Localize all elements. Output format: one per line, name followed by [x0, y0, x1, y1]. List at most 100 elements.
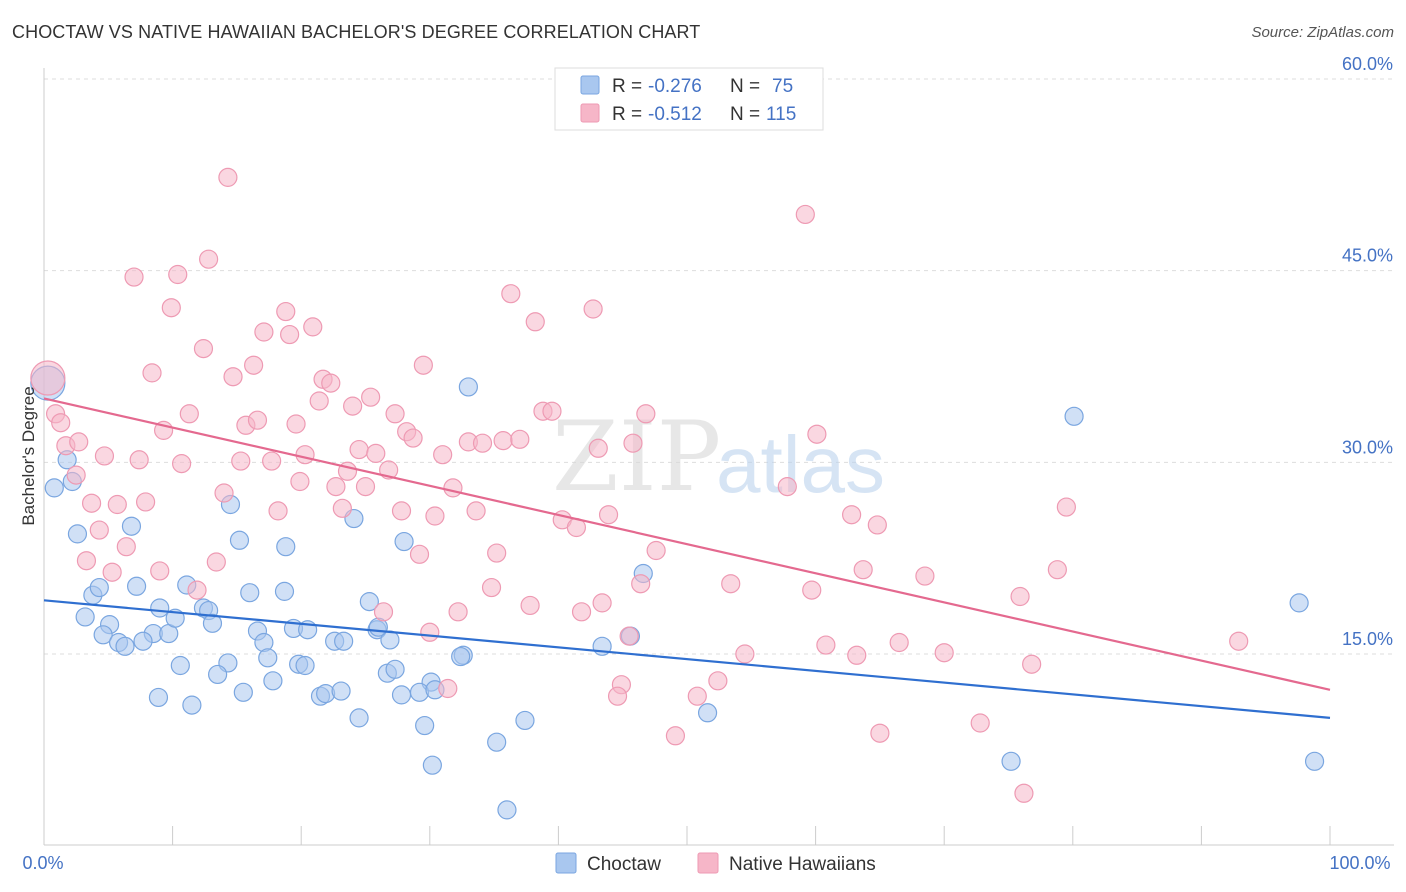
point-choctaw — [697, 703, 718, 723]
point-native-hawaiians — [646, 540, 666, 561]
point-native-hawaiians — [807, 424, 827, 444]
x-tick-label-max: 100.0% — [1329, 853, 1390, 873]
point-native-hawaiians — [623, 433, 643, 453]
point-native-hawaiians — [321, 373, 341, 393]
point-choctaw — [133, 631, 153, 651]
legend-n-label-choctaw: N = — [730, 76, 760, 97]
point-native-hawaiians — [915, 566, 935, 586]
point-native-hawaiians — [332, 498, 352, 518]
legend-swatch-native-hawaiians — [580, 103, 600, 123]
y-tick-label: 15.0% — [1342, 629, 1393, 649]
point-native-hawaiians — [179, 404, 199, 424]
point-native-hawaiians — [687, 686, 707, 706]
point-native-hawaiians — [391, 501, 412, 521]
point-native-hawaiians — [420, 622, 440, 642]
point-native-hawaiians — [268, 501, 288, 521]
point-choctaw — [121, 516, 142, 536]
point-native-hawaiians — [510, 429, 530, 449]
point-choctaw — [258, 648, 278, 668]
point-native-hawaiians — [795, 204, 815, 225]
legend-r-label-choctaw: R = — [612, 76, 642, 97]
point-choctaw — [415, 715, 435, 736]
legend-r-value-choctaw: -0.276 — [648, 76, 702, 97]
point-choctaw — [1289, 593, 1309, 613]
point-choctaw — [150, 598, 170, 618]
point-native-hawaiians — [355, 477, 376, 497]
point-native-hawaiians — [970, 713, 990, 733]
point-native-hawaiians — [853, 560, 873, 580]
point-native-hawaiians — [309, 391, 329, 411]
y-tick-label: 60.0% — [1342, 54, 1393, 74]
point-native-hawaiians — [94, 446, 115, 466]
point-native-hawaiians — [847, 645, 867, 665]
point-native-hawaiians — [69, 432, 89, 452]
data-points — [30, 167, 1325, 820]
point-native-hawaiians — [520, 595, 540, 616]
legend-swatch-choctaw — [580, 75, 600, 95]
point-native-hawaiians — [51, 413, 71, 433]
point-choctaw — [391, 685, 412, 705]
point-native-hawaiians — [366, 443, 386, 463]
point-native-hawaiians — [493, 431, 513, 451]
point-native-hawaiians — [343, 396, 363, 416]
point-native-hawaiians — [867, 515, 887, 535]
point-native-hawaiians — [276, 301, 296, 322]
point-choctaw — [359, 592, 379, 612]
point-choctaw — [1064, 406, 1084, 426]
point-choctaw — [240, 583, 260, 603]
point-choctaw — [331, 681, 351, 701]
legend-top: R = -0.276 N = 75 R = -0.512 N = 115 — [554, 67, 824, 131]
point-native-hawaiians — [172, 454, 192, 474]
point-choctaw — [202, 613, 223, 633]
point-choctaw — [334, 631, 354, 651]
point-native-hawaiians — [413, 355, 433, 375]
point-choctaw — [263, 671, 283, 691]
point-native-hawaiians — [870, 723, 890, 743]
point-choctaw — [126, 576, 147, 596]
point-native-hawaiians — [525, 312, 545, 332]
point-choctaw — [458, 377, 478, 397]
point-choctaw — [274, 581, 295, 601]
point-native-hawaiians — [244, 355, 264, 375]
point-choctaw — [233, 682, 253, 702]
point-native-hawaiians — [1010, 586, 1030, 607]
point-native-hawaiians — [889, 632, 909, 653]
point-native-hawaiians — [816, 635, 836, 655]
point-native-hawaiians — [802, 580, 822, 600]
point-choctaw — [115, 636, 135, 656]
point-native-hawaiians — [142, 363, 162, 383]
point-choctaw — [394, 531, 414, 552]
point-native-hawaiians — [448, 602, 468, 622]
point-native-hawaiians — [1022, 654, 1042, 674]
point-native-hawaiians — [385, 404, 405, 424]
point-native-hawaiians — [409, 544, 430, 564]
point-native-hawaiians — [592, 593, 612, 613]
legend-bottom-label-choctaw: Choctaw — [587, 854, 661, 875]
point-native-hawaiians — [501, 284, 521, 304]
point-native-hawaiians — [571, 602, 592, 622]
legend-n-value-native-hawaiians: 115 — [766, 104, 796, 125]
point-native-hawaiians — [487, 543, 507, 563]
point-native-hawaiians — [247, 410, 268, 430]
point-choctaw — [349, 708, 369, 728]
y-tick-label: 45.0% — [1342, 246, 1393, 266]
point-native-hawaiians — [631, 574, 651, 594]
watermark: ZIP atlas — [552, 401, 885, 513]
point-choctaw — [67, 524, 88, 544]
point-native-hawaiians — [326, 477, 346, 497]
y-axis-label: Bachelor's Degree — [19, 386, 38, 525]
point-native-hawaiians — [286, 414, 306, 434]
point-native-hawaiians — [102, 562, 122, 582]
trend-line-choctaw — [43, 599, 1331, 719]
point-native-hawaiians — [842, 505, 862, 525]
point-choctaw — [1304, 751, 1325, 771]
point-native-hawaiians — [619, 626, 639, 646]
point-native-hawaiians — [290, 471, 310, 492]
y-tick-label: 30.0% — [1342, 437, 1393, 457]
point-native-hawaiians — [214, 483, 234, 503]
point-choctaw — [170, 655, 190, 676]
y-tick-labels: 15.0% 30.0% 45.0% 60.0% — [1342, 54, 1393, 649]
point-choctaw — [515, 710, 535, 731]
point-native-hawaiians — [295, 445, 315, 465]
point-native-hawaiians — [135, 492, 156, 512]
